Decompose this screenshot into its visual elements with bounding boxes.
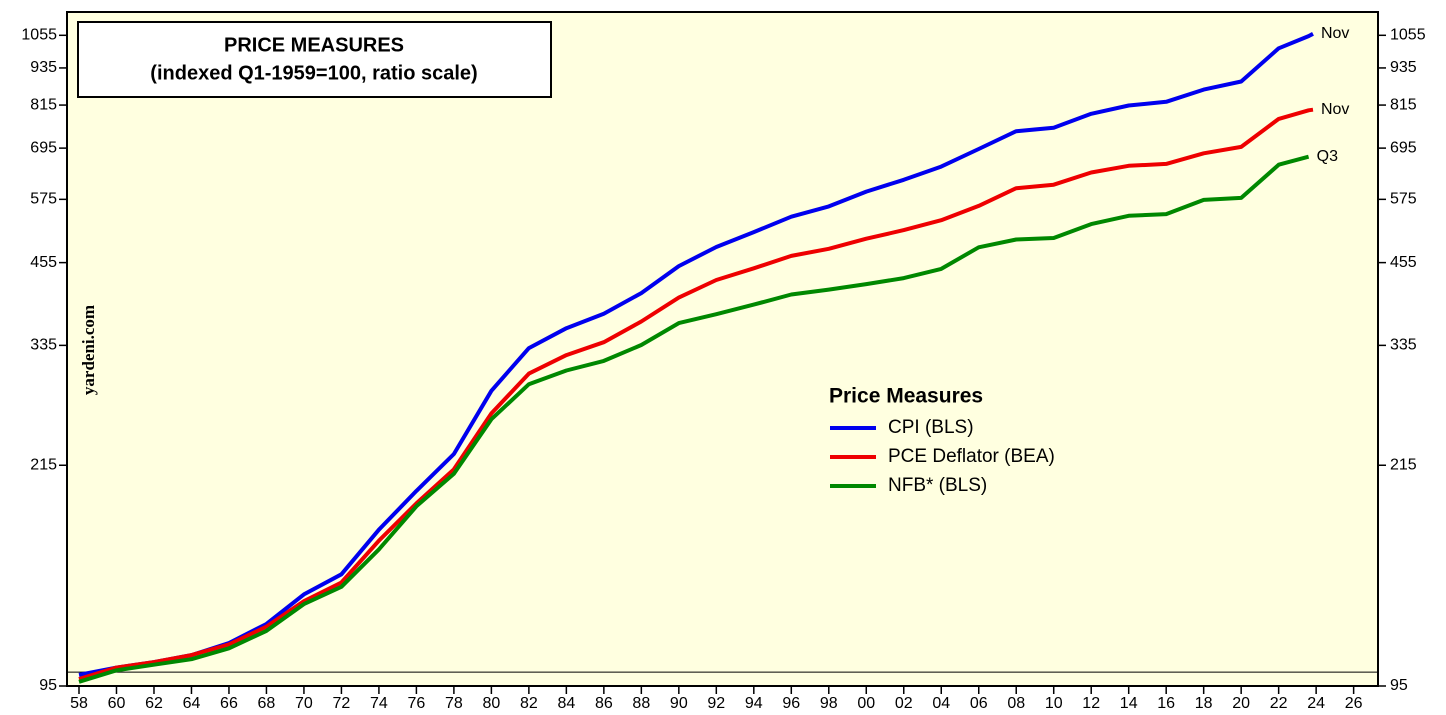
title-box [77,21,552,98]
x-tick-label: 00 [857,695,875,712]
end-label: Q3 [1317,148,1338,165]
legend-label: NFB* (BLS) [888,475,987,496]
series-line [78,154,1310,684]
end-label: Nov [1321,101,1349,118]
x-tick-label: 80 [482,695,500,712]
chart-subtitle: (indexed Q1-1959=100, ratio scale) [150,62,477,84]
x-tick-label: 04 [932,695,950,712]
x-tick-label: 78 [445,695,463,712]
x-tick-label: 20 [1232,695,1250,712]
x-tick-label: 94 [745,695,763,712]
end-label: Nov [1321,25,1349,42]
y2-tick-label: 935 [1390,59,1417,76]
x-tick-label: 74 [370,695,388,712]
plot-area [66,11,1379,687]
series-line [78,107,1314,681]
x-tick-label: 12 [1082,695,1100,712]
y2-tick-label: 815 [1390,96,1417,113]
x-tick-label: 60 [108,695,126,712]
x-tick-label: 18 [1195,695,1213,712]
y-tick-label: 815 [30,96,57,113]
y2-tick-label: 575 [1390,191,1417,208]
y-tick-label: 215 [30,456,57,473]
x-tick-label: 98 [820,695,838,712]
x-tick-label: 82 [520,695,538,712]
x-tick-label: 70 [295,695,313,712]
x-tick-label: 06 [970,695,988,712]
x-tick-label: 86 [595,695,613,712]
x-tick-label: 68 [258,695,276,712]
x-tick-label: 92 [707,695,725,712]
x-tick-label: 24 [1307,695,1325,712]
x-tick-label: 22 [1270,695,1288,712]
y2-tick-label: 1055 [1390,27,1426,44]
x-tick-label: 76 [408,695,426,712]
y2-tick-label: 215 [1390,456,1417,473]
x-tick-label: 14 [1120,695,1138,712]
series-line [78,32,1314,677]
x-tick-label: 84 [557,695,575,712]
chart-title: PRICE MEASURES [224,34,404,56]
x-tick-label: 96 [782,695,800,712]
y-tick-label: 455 [30,254,57,271]
x-tick-label: 72 [333,695,351,712]
x-tick-label: 66 [220,695,238,712]
source: yardeni.com [79,305,98,395]
x-tick-label: 64 [183,695,201,712]
y-tick-label: 935 [30,59,57,76]
y2-tick-label: 695 [1390,139,1417,156]
x-tick-label: 58 [70,695,88,712]
y2-tick-label: 95 [1390,677,1408,694]
x-tick-label: 62 [145,695,163,712]
y-tick-label: 575 [30,191,57,208]
legend-label: CPI (BLS) [888,417,974,438]
x-tick-label: 02 [895,695,913,712]
x-tick-label: 08 [1007,695,1025,712]
y-tick-label: 695 [30,139,57,156]
legend-title: Price Measures [829,385,983,408]
x-tick-label: 10 [1045,695,1063,712]
y-tick-label: 1055 [21,27,57,44]
x-tick-label: 88 [632,695,650,712]
y2-tick-label: 455 [1390,254,1417,271]
y-tick-label: 95 [39,677,57,694]
x-tick-label: 16 [1157,695,1175,712]
y-tick-label: 335 [30,337,57,354]
x-tick-label: 26 [1345,695,1363,712]
y2-tick-label: 335 [1390,337,1417,354]
x-tick-label: 90 [670,695,688,712]
legend-label: PCE Deflator (BEA) [888,446,1055,467]
